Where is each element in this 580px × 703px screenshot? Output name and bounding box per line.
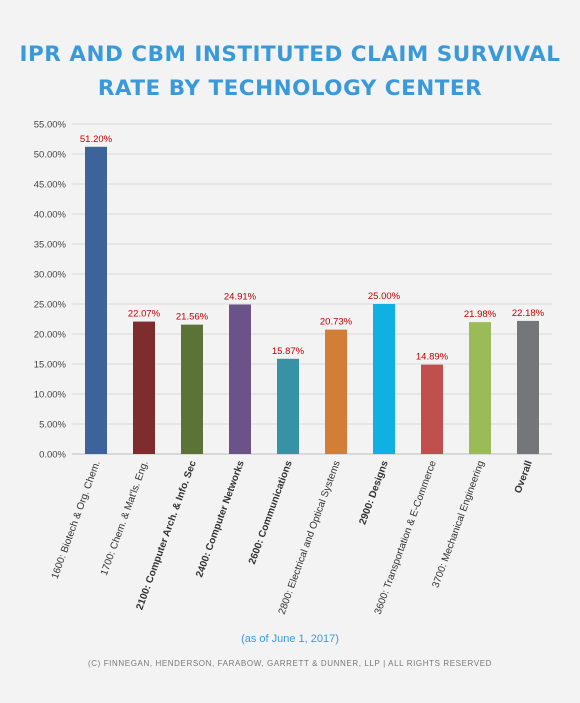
bars xyxy=(85,146,539,455)
bar-chart: 0.00% 5.00% 10.00% 15.00% 20.00% 25.00% 30.00%… xyxy=(34,120,552,616)
data-label: 21.56% xyxy=(176,312,209,323)
x-tick-label: 2900: Designs xyxy=(357,459,390,526)
copyright-notice: (C) FINNEGAN, HENDERSON, FARABOW, GARRET… xyxy=(87,659,493,668)
x-tick-label: 2100: Computer Arch. & Info. Sec xyxy=(134,459,199,612)
bar xyxy=(133,321,155,454)
bar xyxy=(469,322,491,454)
data-label: 20.73% xyxy=(320,317,353,328)
y-tick-label: 30.00% xyxy=(34,270,67,281)
chart-title: IPR AND CBM INSTITUTED CLAIM SURVIVAL RA… xyxy=(0,38,580,106)
x-tick-label: 1700: Chem. & Mat'ls. Eng. xyxy=(99,459,151,577)
bar xyxy=(421,364,443,454)
y-tick-label: 20.00% xyxy=(34,330,67,341)
y-axis: 0.00% 5.00% 10.00% 15.00% 20.00% 25.00% 30.00%… xyxy=(34,120,67,461)
data-label: 51.20% xyxy=(80,134,113,145)
bar xyxy=(325,329,347,454)
data-labels: 51.20% 22.07% 21.56% 24.91% 15.87% 20.73% 25.0… xyxy=(80,134,545,363)
data-label: 22.07% xyxy=(128,309,161,320)
x-tick-label: 1600: Biotech & Org. Chem. xyxy=(50,459,103,580)
y-tick-label: 0.00% xyxy=(39,450,66,461)
bar xyxy=(85,146,107,455)
data-label: 14.89% xyxy=(416,352,449,363)
y-tick-label: 50.00% xyxy=(34,150,67,161)
data-label: 15.87% xyxy=(272,346,305,357)
y-tick-label: 35.00% xyxy=(34,240,67,251)
bar xyxy=(277,358,299,454)
x-axis: 1600: Biotech & Org. Chem.1700: Chem. & … xyxy=(50,459,535,616)
x-tick-label: Overall xyxy=(513,459,535,495)
bar xyxy=(373,304,395,454)
data-label: 21.98% xyxy=(464,309,497,320)
y-tick-label: 40.00% xyxy=(34,210,67,221)
y-tick-label: 5.00% xyxy=(39,420,66,431)
data-label: 22.18% xyxy=(512,308,545,319)
bar xyxy=(229,304,251,454)
y-tick-label: 25.00% xyxy=(34,300,67,311)
y-tick-label: 15.00% xyxy=(34,360,67,371)
bar xyxy=(517,320,539,454)
x-tick-label: 2400: Computer Networks xyxy=(194,459,247,579)
y-tick-label: 45.00% xyxy=(34,180,67,191)
x-tick-label: 2600: Communications xyxy=(247,459,295,566)
y-tick-label: 55.00% xyxy=(34,120,67,131)
chart-title-line-2: RATE BY TECHNOLOGY CENTER xyxy=(97,76,483,101)
data-label: 24.91% xyxy=(224,292,257,303)
date-note: (as of June 1, 2017) xyxy=(241,633,339,645)
data-label: 25.00% xyxy=(368,291,401,302)
chart-title-line-1: IPR AND CBM INSTITUTED CLAIM SURVIVAL xyxy=(19,42,561,67)
y-tick-label: 10.00% xyxy=(34,390,67,401)
bar xyxy=(181,324,203,454)
x-tick-label: 3700: Mechanical Engineering xyxy=(430,459,486,589)
